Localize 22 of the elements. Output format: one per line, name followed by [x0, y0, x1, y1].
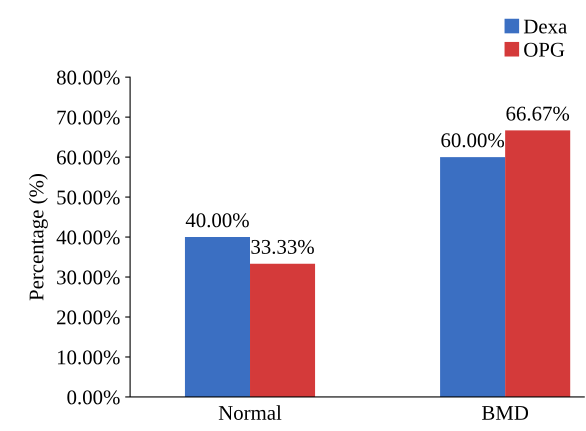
data-label: 66.67% — [506, 106, 570, 121]
y-tick-label: 30.00% — [57, 270, 120, 285]
y-axis-title: Percentage (%) — [28, 174, 48, 300]
y-tick-label: 80.00% — [56, 70, 120, 85]
legend-label: OPG — [524, 42, 564, 57]
legend-label: Dexa — [524, 20, 567, 34]
y-tick-label: 20.00% — [57, 310, 120, 325]
y-tick-label: 60.00% — [57, 150, 120, 165]
y-tick-label: 10.00% — [58, 350, 120, 364]
y-tick-label: 40.00% — [56, 230, 120, 245]
bar — [250, 264, 316, 397]
y-tick-label: 70.00% — [58, 110, 120, 125]
x-tick-label: Normal — [218, 405, 282, 420]
data-label: 40.00% — [186, 213, 249, 228]
bar — [440, 157, 506, 397]
data-label: 33.33% — [251, 240, 314, 254]
data-label: 60.00% — [441, 133, 504, 148]
bar — [505, 130, 570, 397]
y-tick-label: 50.00% — [57, 190, 120, 205]
y-tick-label: 0.00% — [67, 390, 120, 404]
bar — [184, 237, 250, 397]
x-tick-label: BMD — [482, 406, 528, 420]
